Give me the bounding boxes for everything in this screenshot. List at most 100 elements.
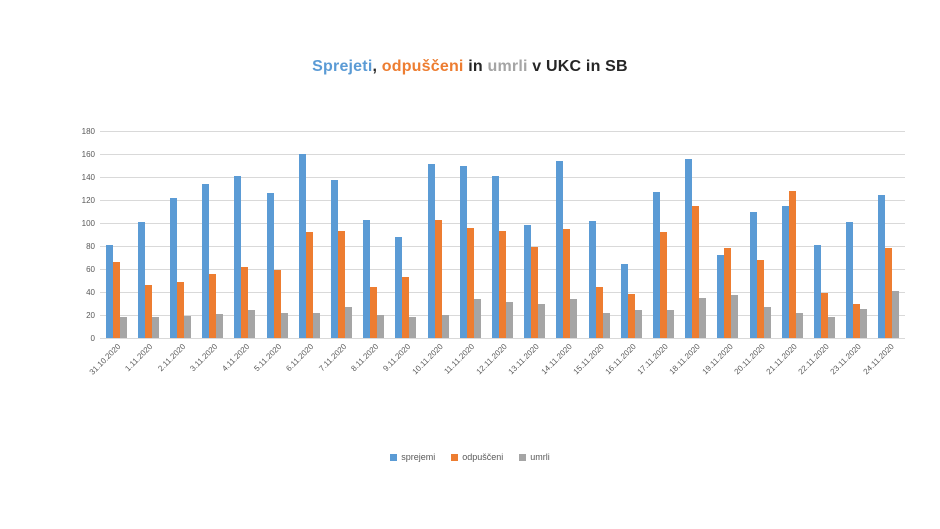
x-axis-label: 23.11.2020 (828, 342, 864, 377)
bar-odpuščeni (853, 303, 861, 338)
x-axis-label: 9.11.2020 (381, 342, 413, 374)
legend: sprejemi odpuščeni umrli (0, 452, 940, 462)
bar-sprejemi (653, 191, 661, 338)
bar-umrli (441, 315, 449, 338)
bar-sprejemi (105, 244, 113, 338)
bar-umrli (538, 303, 546, 338)
bar-group: 11.11.2020 (443, 131, 486, 376)
gridline (100, 153, 905, 155)
bar-group: 12.11.2020 (475, 131, 518, 376)
bar-odpuščeni (724, 248, 732, 338)
title-segment: Sprejeti (312, 58, 373, 75)
bar-odpuščeni (692, 205, 700, 338)
gridline (100, 337, 905, 339)
bar-sprejemi (814, 244, 822, 338)
bar-group: 21.11.2020 (764, 131, 808, 376)
bar-sprejemi (266, 193, 274, 338)
bar-sprejemi (846, 221, 854, 338)
legend-item-umrli: umrli (519, 452, 550, 462)
title-segment: , (372, 58, 382, 75)
title-segment: v UKC in SB (527, 58, 628, 75)
legend-label: umrli (530, 452, 550, 462)
chart-title: Sprejeti, odpuščeni in umrli v UKC in SB (0, 58, 940, 76)
bar-umrli (763, 306, 771, 338)
bar-sprejemi (524, 225, 532, 338)
bar-sprejemi (781, 205, 789, 338)
y-axis-tick-label: 120 (81, 196, 95, 205)
x-axis-label: 17.11.2020 (635, 342, 670, 377)
x-axis-label: 2.11.2020 (155, 342, 187, 374)
x-axis-label: 21.11.2020 (764, 342, 799, 377)
legend-marker-icon (451, 453, 459, 461)
legend-item-odpuščeni: odpuščeni (451, 452, 503, 462)
legend-item-sprejemi: sprejemi (390, 452, 435, 462)
plot-area: 31.10.2020 1.11.2020 2.11.2020 3.11.2020 4.1… (88, 130, 905, 377)
bar-umrli (570, 298, 578, 338)
bar-group: 19.11.2020 (700, 131, 744, 376)
x-axis-label: 13.11.2020 (506, 342, 542, 377)
x-axis-label: 16.11.2020 (603, 342, 638, 377)
x-axis-label: 7.11.2020 (316, 342, 348, 374)
x-axis-label: 14.11.2020 (539, 342, 574, 377)
x-axis-label: 3.11.2020 (187, 342, 220, 374)
y-axis-tick-label: 80 (86, 242, 95, 251)
bar-sprejemi (298, 154, 306, 338)
legend-marker-icon (519, 453, 527, 461)
bar-umrli (409, 317, 417, 338)
bar-sprejemi (331, 180, 339, 338)
bar-group: 24.11.2020 (861, 131, 905, 376)
bar-groups: 31.10.2020 1.11.2020 2.11.2020 3.11.2020 4.1… (88, 131, 905, 377)
bar-odpuščeni (627, 294, 635, 338)
bar-odpuščeni (466, 227, 474, 338)
bar-umrli (248, 310, 256, 338)
bar-odpuščeni (660, 232, 668, 338)
x-axis-label: 5.11.2020 (252, 342, 284, 374)
bar-sprejemi (137, 221, 145, 338)
x-axis-label: 15.11.2020 (571, 342, 606, 377)
bar-odpuščeni (241, 266, 249, 338)
title-segment: in (463, 58, 488, 75)
bar-umrli (377, 315, 385, 338)
bar-odpuščeni (499, 231, 507, 338)
bar-group: 13.11.2020 (507, 131, 551, 376)
x-axis-label: 6.11.2020 (284, 342, 316, 374)
gridline (100, 199, 905, 201)
bar-umrli (473, 298, 481, 338)
bar-umrli (602, 312, 610, 338)
bar-group: 1.11.2020 (124, 131, 164, 373)
bar-odpuščeni (370, 287, 378, 338)
bar-umrli (699, 297, 707, 338)
bar-sprejemi (588, 220, 596, 338)
bar-sprejemi (170, 197, 177, 338)
legend-marker-icon (390, 453, 398, 461)
bar-umrli (184, 316, 191, 338)
bar-group: 4.11.2020 (220, 131, 261, 373)
bar-group: 9.11.2020 (381, 131, 422, 373)
gridline (100, 130, 905, 132)
bar-group: 8.11.2020 (349, 131, 390, 373)
title-segment: odpuščeni (381, 58, 464, 75)
bar-sprejemi (878, 195, 886, 338)
x-axis-label: 10.11.2020 (410, 342, 445, 377)
legend-label: sprejemi (401, 452, 436, 462)
bar-group: 23.11.2020 (829, 131, 873, 376)
bar-odpuščeni (756, 259, 764, 338)
x-axis-label: 8.11.2020 (348, 342, 381, 374)
y-axis-tick-label: 0 (90, 334, 95, 343)
x-axis-label: 11.11.2020 (442, 342, 477, 376)
bar-sprejemi (427, 164, 435, 338)
x-axis-label: 18.11.2020 (667, 342, 703, 377)
bar-group: 20.11.2020 (732, 131, 776, 376)
bar-sprejemi (202, 183, 210, 338)
bar-group: 14.11.2020 (539, 131, 583, 376)
bar-umrli (667, 310, 675, 338)
bar-sprejemi (556, 160, 564, 338)
bar-odpuščeni (209, 273, 217, 338)
legend-label: odpuščeni (462, 452, 504, 462)
bar-sprejemi (685, 158, 693, 338)
y-axis-tick-label: 60 (86, 265, 95, 274)
bar-umrli (731, 295, 739, 338)
bar-sprejemi (492, 175, 500, 338)
y-axis-tick-label: 100 (81, 219, 95, 228)
x-axis-label: 22.11.2020 (796, 342, 831, 377)
